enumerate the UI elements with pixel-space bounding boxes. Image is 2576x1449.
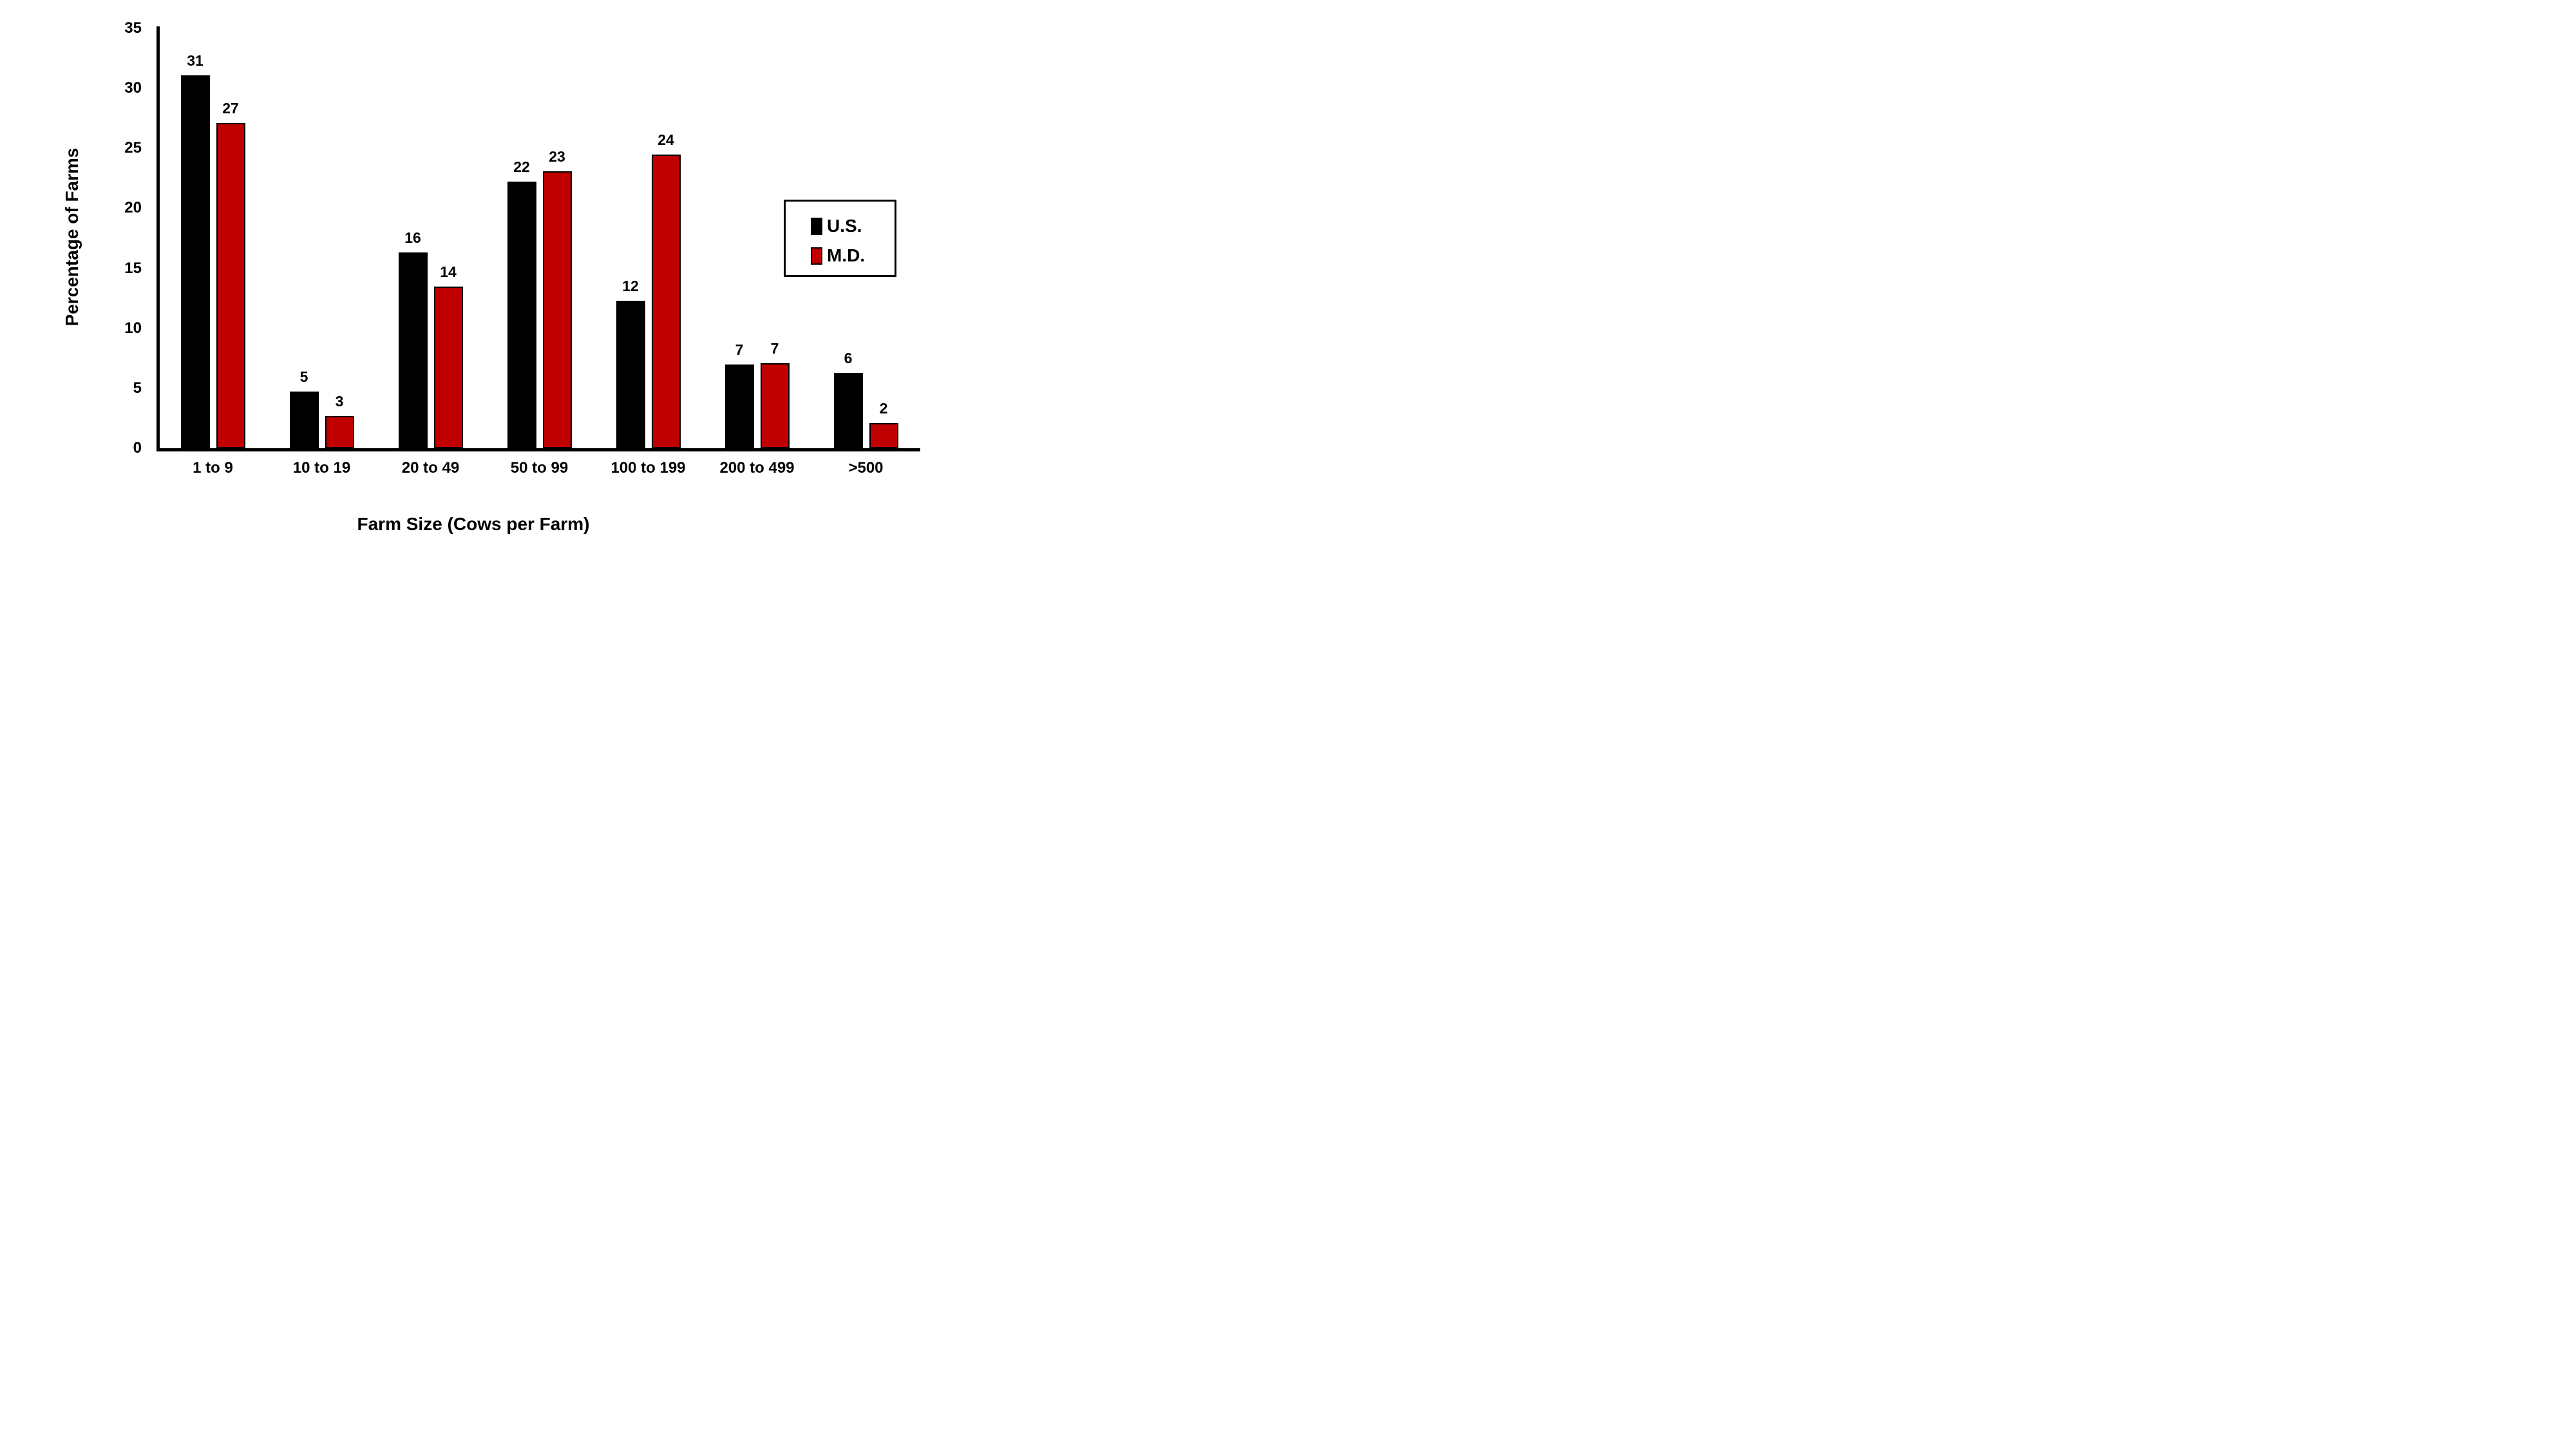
bar-md-5 bbox=[760, 363, 790, 448]
y-axis-tick-label-20: 20 bbox=[124, 199, 142, 217]
y-axis-tick-label-35: 35 bbox=[124, 19, 142, 37]
bar-value-label-us-2: 16 bbox=[404, 229, 421, 247]
x-category-label-0: 1 to 9 bbox=[193, 459, 233, 477]
bar-md-6 bbox=[869, 422, 898, 448]
us-series-label: U.S. bbox=[827, 216, 862, 236]
x-category-label-5: 200 to 499 bbox=[719, 459, 795, 477]
md-series-swatch-icon bbox=[811, 247, 822, 265]
us-series-swatch-icon bbox=[811, 217, 822, 235]
bar-value-label-us-1: 5 bbox=[299, 368, 308, 386]
bar-md-3 bbox=[542, 171, 572, 448]
x-category-label-4: 100 to 199 bbox=[611, 459, 686, 477]
y-axis-tick-label-30: 30 bbox=[124, 79, 142, 97]
bar-value-label-us-0: 31 bbox=[187, 52, 204, 69]
bar-value-label-us-3: 22 bbox=[513, 158, 530, 176]
x-category-label-2: 20 to 49 bbox=[401, 459, 460, 477]
legend-item-us: U.S. bbox=[811, 217, 862, 235]
bar-value-label-us-6: 6 bbox=[844, 349, 853, 366]
bar-value-label-md-5: 7 bbox=[770, 339, 779, 357]
bar-value-label-md-1: 3 bbox=[335, 392, 344, 410]
bar-md-2 bbox=[433, 286, 463, 448]
bar-value-label-md-2: 14 bbox=[440, 263, 457, 280]
bar-us-4 bbox=[616, 300, 645, 448]
legend-item-md: M.D. bbox=[811, 247, 865, 265]
bar-value-label-us-5: 7 bbox=[735, 341, 744, 358]
md-series-label: M.D. bbox=[827, 245, 866, 265]
legend: U.S. M.D. bbox=[784, 200, 896, 277]
bar-value-label-md-6: 2 bbox=[879, 399, 888, 417]
y-axis-line bbox=[156, 26, 160, 451]
bar-value-label-md-3: 23 bbox=[549, 147, 565, 165]
bar-md-0 bbox=[216, 123, 245, 448]
x-category-label-3: 50 to 99 bbox=[510, 459, 569, 477]
y-axis-tick-label-25: 25 bbox=[124, 139, 142, 157]
bar-value-label-md-4: 24 bbox=[658, 131, 674, 148]
x-category-label-1: 10 to 19 bbox=[292, 459, 351, 477]
y-axis-tick-label-10: 10 bbox=[124, 319, 142, 337]
bar-us-6 bbox=[833, 372, 863, 448]
bar-md-1 bbox=[325, 415, 354, 448]
bar-value-label-us-4: 12 bbox=[622, 277, 639, 294]
bar-us-0 bbox=[180, 75, 210, 448]
y-axis-title: Percentage of Farms bbox=[62, 147, 82, 327]
bar-us-2 bbox=[398, 252, 428, 448]
bar-value-label-md-0: 27 bbox=[222, 100, 239, 117]
bar-us-5 bbox=[724, 364, 754, 448]
x-axis-line bbox=[156, 448, 920, 451]
x-category-label-6: >500 bbox=[848, 459, 884, 477]
y-axis-tick-label-15: 15 bbox=[124, 259, 142, 277]
bar-chart-figure: Percentage of Farms Farm Size (Cows per … bbox=[0, 0, 1010, 568]
bar-md-4 bbox=[651, 154, 681, 448]
x-axis-title: Farm Size (Cows per Farm) bbox=[357, 514, 590, 534]
bar-us-3 bbox=[507, 182, 536, 448]
y-axis-tick-label-0: 0 bbox=[133, 439, 142, 457]
bar-us-1 bbox=[289, 392, 319, 448]
y-axis-tick-label-5: 5 bbox=[133, 379, 142, 397]
